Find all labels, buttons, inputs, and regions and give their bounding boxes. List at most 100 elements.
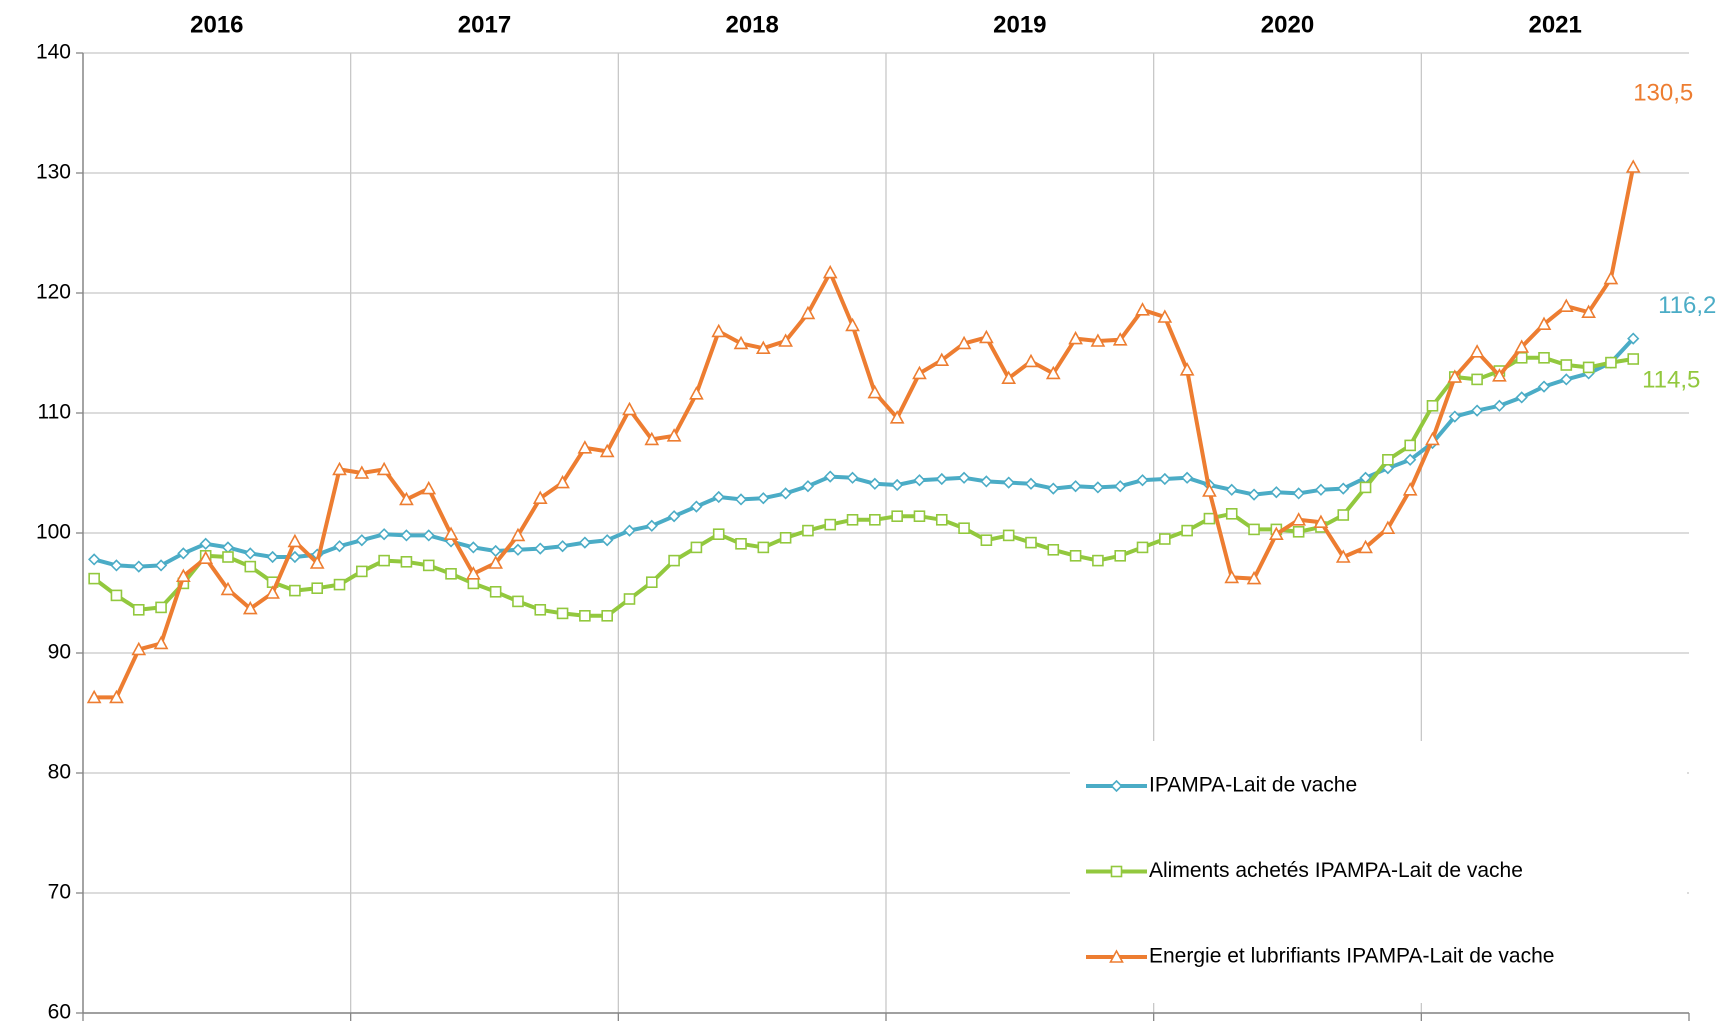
marker: [333, 578, 346, 591]
marker: [1109, 949, 1124, 963]
marker: [199, 537, 212, 550]
marker: [1627, 332, 1640, 345]
marker: [311, 582, 324, 595]
marker: [913, 474, 926, 487]
marker: [1158, 472, 1171, 486]
marker: [1248, 523, 1260, 536]
marker: [1292, 487, 1305, 500]
marker: [1404, 439, 1416, 452]
marker: [222, 551, 234, 563]
marker: [1268, 526, 1284, 541]
marker: [467, 541, 480, 554]
marker: [1492, 368, 1507, 382]
marker: [980, 475, 993, 488]
year-label: 2020: [1261, 11, 1314, 38]
marker: [309, 555, 325, 569]
marker: [131, 641, 147, 656]
marker: [1625, 159, 1641, 173]
legend-label: Aliments achetés IPAMPA-Lait de vache: [1149, 859, 1523, 882]
marker: [221, 541, 235, 554]
marker: [1314, 483, 1328, 496]
marker: [399, 491, 414, 506]
marker: [354, 465, 370, 479]
y-tick-label: 60: [48, 1001, 71, 1024]
marker: [1110, 779, 1123, 793]
marker: [935, 513, 948, 526]
marker: [579, 609, 591, 622]
marker: [1024, 477, 1038, 490]
marker: [913, 510, 926, 523]
marker: [1112, 332, 1128, 346]
marker: [622, 401, 637, 416]
marker: [1069, 480, 1082, 493]
marker: [1469, 344, 1485, 358]
marker: [1447, 369, 1463, 383]
marker: [1603, 270, 1619, 285]
y-tick-label: 80: [48, 761, 71, 784]
marker: [1337, 509, 1350, 521]
marker: [1025, 536, 1037, 549]
series: [86, 159, 1641, 704]
year-label: 2018: [725, 11, 778, 38]
marker: [666, 428, 682, 442]
marker: [1110, 865, 1123, 878]
value-label: 114,5: [1642, 366, 1700, 393]
marker: [132, 603, 145, 616]
marker: [288, 550, 302, 564]
marker: [667, 510, 681, 523]
marker: [735, 537, 747, 550]
marker: [578, 536, 592, 549]
marker: [467, 577, 480, 590]
value-label: 130,5: [1633, 79, 1693, 106]
marker: [265, 585, 280, 599]
marker: [377, 528, 391, 541]
marker: [734, 493, 748, 506]
marker: [889, 410, 905, 424]
marker: [355, 534, 368, 547]
marker: [1402, 482, 1418, 496]
marker: [1179, 362, 1195, 376]
marker: [1538, 351, 1550, 364]
marker: [1605, 356, 1617, 369]
marker: [400, 555, 413, 568]
marker: [1159, 533, 1171, 545]
marker: [1514, 339, 1530, 353]
legend-label: Energie et lubrifiants IPAMPA-Lait de va…: [1149, 945, 1554, 968]
marker: [154, 559, 168, 572]
marker: [1225, 483, 1238, 496]
marker: [801, 480, 815, 493]
marker: [1246, 570, 1262, 585]
marker: [1023, 353, 1039, 368]
marker: [1135, 302, 1150, 316]
marker: [86, 689, 102, 704]
marker: [242, 600, 258, 615]
marker: [757, 492, 770, 505]
marker: [979, 329, 994, 344]
marker: [445, 567, 457, 580]
marker: [244, 560, 257, 573]
marker: [1335, 549, 1351, 563]
marker: [556, 540, 569, 553]
series-line: [92, 355, 1634, 618]
marker: [868, 477, 881, 490]
marker: [1091, 481, 1105, 494]
marker: [1136, 474, 1149, 487]
marker: [287, 533, 303, 548]
marker: [555, 474, 570, 489]
marker: [110, 559, 123, 572]
marker: [1380, 520, 1396, 535]
marker: [1426, 399, 1439, 412]
marker: [846, 513, 859, 526]
marker: [489, 544, 502, 558]
marker: [1471, 373, 1483, 386]
marker: [1291, 512, 1307, 526]
marker: [1092, 554, 1104, 567]
marker: [1337, 482, 1350, 495]
marker: [1382, 453, 1394, 466]
marker: [1202, 483, 1217, 497]
marker: [1002, 529, 1015, 542]
marker: [690, 500, 703, 513]
marker: [956, 335, 972, 350]
marker: [1515, 391, 1528, 404]
